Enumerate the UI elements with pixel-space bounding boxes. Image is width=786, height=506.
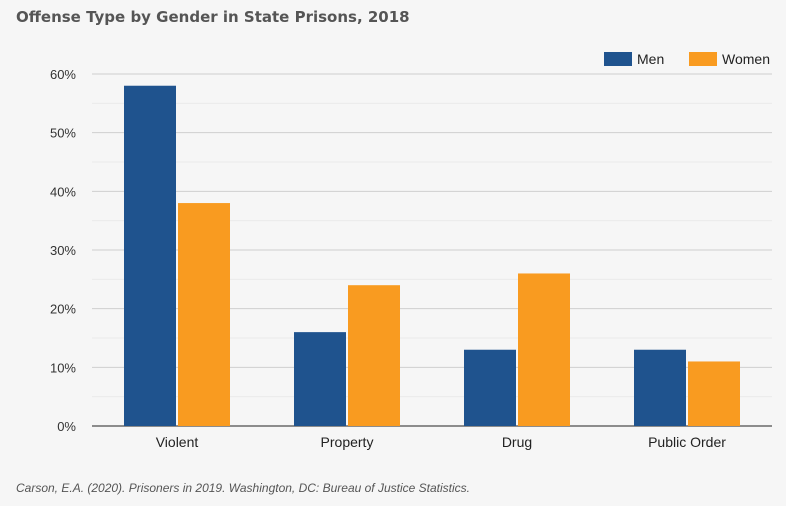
bar-men-public-order xyxy=(634,349,686,426)
y-tick-label: 60% xyxy=(50,67,76,82)
y-tick-label: 10% xyxy=(50,360,76,375)
x-tick-label: Property xyxy=(321,434,374,450)
y-tick-label: 20% xyxy=(50,302,76,317)
bar-men-violent xyxy=(124,85,176,426)
x-tick-label: Drug xyxy=(502,434,532,450)
bars xyxy=(124,85,740,426)
x-tick-label: Public Order xyxy=(648,434,726,450)
y-tick-label: 0% xyxy=(57,419,76,434)
bar-men-drug xyxy=(464,349,516,426)
bar-chart: 0% 10% 20% 30% 40% 50% 60% Violent Property Drug… xyxy=(50,51,772,450)
y-axis-tick-labels: 0% 10% 20% 30% 40% 50% 60% xyxy=(50,67,76,434)
bar-women-drug xyxy=(518,273,570,426)
y-tick-label: 50% xyxy=(50,126,76,141)
x-axis-tick-labels: Violent Property Drug Public Order xyxy=(156,434,727,450)
legend-label-women: Women xyxy=(722,51,770,67)
x-tick-label: Violent xyxy=(156,434,199,450)
bar-women-violent xyxy=(178,203,230,426)
gridlines xyxy=(92,73,772,427)
legend-swatch-men xyxy=(604,52,632,66)
legend: Men Women xyxy=(604,51,770,67)
y-tick-label: 40% xyxy=(50,184,76,199)
legend-swatch-women xyxy=(689,52,717,66)
legend-label-men: Men xyxy=(637,51,664,67)
bar-women-property xyxy=(348,285,400,426)
bar-women-public-order xyxy=(688,361,740,426)
bar-men-property xyxy=(294,332,346,426)
y-tick-label: 30% xyxy=(50,243,76,258)
chart-title: Offense Type by Gender in State Prisons,… xyxy=(16,8,410,26)
source-note: Carson, E.A. (2020). Prisoners in 2019. … xyxy=(16,481,470,495)
